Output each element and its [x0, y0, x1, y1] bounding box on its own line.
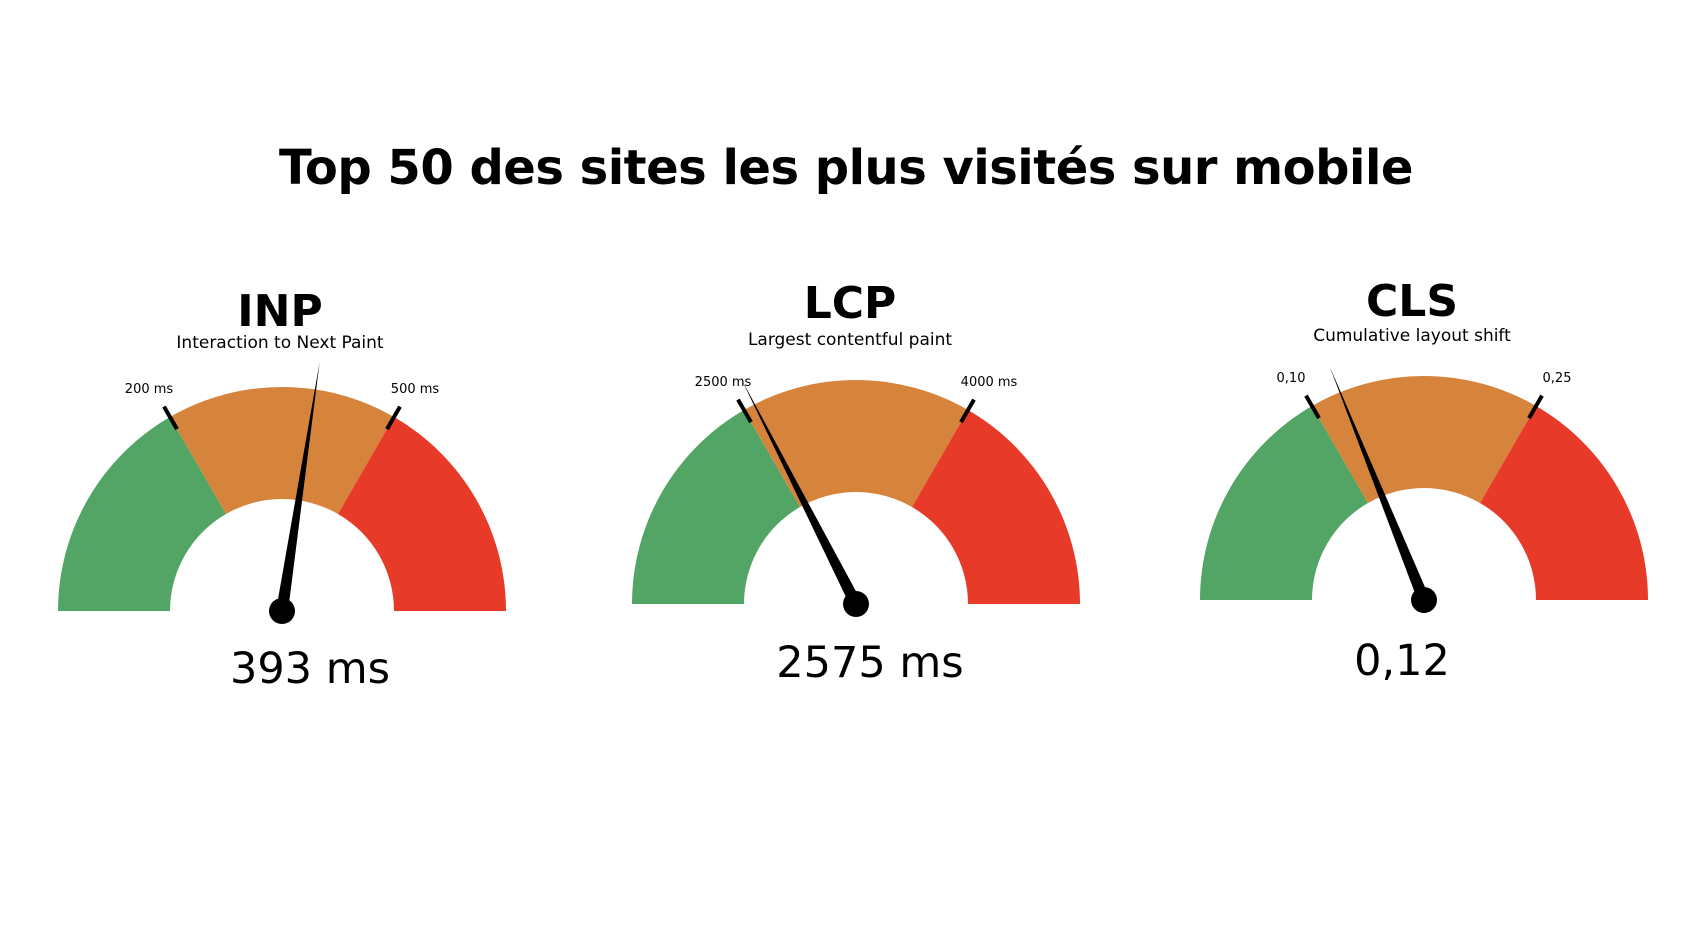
gauge-band-needs-improvement — [170, 387, 394, 515]
gauge-needle-hub — [1411, 587, 1437, 613]
threshold-tick — [385, 405, 402, 431]
gauge-lcp: LCP Largest contentful paint 2500 ms 4000… — [570, 280, 1130, 760]
gauge-band-good — [1200, 406, 1368, 600]
threshold-tick — [959, 398, 976, 424]
gauge-band-poor — [912, 410, 1080, 604]
threshold-label: 4000 ms — [961, 375, 1018, 390]
gauge-value-label: 2575 ms — [776, 638, 964, 688]
gauge-needle — [741, 379, 862, 607]
gauge-svg: 200 ms 500 ms — [58, 361, 506, 624]
gauge-subtitle: Largest contentful paint — [747, 330, 953, 350]
gauge-band-poor — [338, 417, 506, 611]
threshold-label: 0,10 — [1277, 371, 1306, 386]
threshold-label: 0,25 — [1543, 371, 1572, 386]
gauge-svg: 0,10 0,25 — [1200, 366, 1648, 613]
gauge-title: CLS — [1365, 276, 1459, 327]
gauge-cls: CLS Cumulative layout shift 0,10 0,25 0,1… — [1132, 280, 1692, 760]
gauge-title: LCP — [803, 278, 897, 329]
gauge-band-poor — [1480, 406, 1648, 600]
threshold-label: 500 ms — [391, 382, 440, 397]
gauge-band-needs-improvement — [744, 380, 968, 508]
gauge-value-label: 0,12 — [1354, 636, 1450, 686]
gauge-value-label: 393 ms — [229, 644, 391, 694]
gauge-needle — [1329, 366, 1430, 603]
gauge-subtitle: Cumulative layout shift — [1313, 326, 1511, 346]
page-title: Top 50 des sites les plus visités sur mo… — [279, 140, 1413, 196]
gauge-band-needs-improvement — [1312, 376, 1536, 504]
gauge-needle-hub — [843, 591, 869, 617]
threshold-tick — [736, 398, 753, 424]
threshold-label: 2500 ms — [695, 375, 752, 390]
gauge-needle — [276, 361, 320, 612]
threshold-tick — [162, 405, 179, 431]
gauge-svg: 2500 ms 4000 ms — [632, 375, 1080, 617]
gauge-needle-hub — [269, 598, 295, 624]
threshold-label: 200 ms — [125, 382, 174, 397]
gauge-subtitle: Interaction to Next Paint — [176, 333, 384, 353]
gauge-band-good — [632, 410, 800, 604]
gauge-title: INP — [237, 286, 323, 337]
threshold-tick — [1527, 394, 1544, 420]
gauge-band-good — [58, 417, 226, 611]
gauge-inp: INP Interaction to Next Paint 200 ms 500 … — [0, 280, 560, 760]
threshold-tick — [1304, 394, 1321, 420]
